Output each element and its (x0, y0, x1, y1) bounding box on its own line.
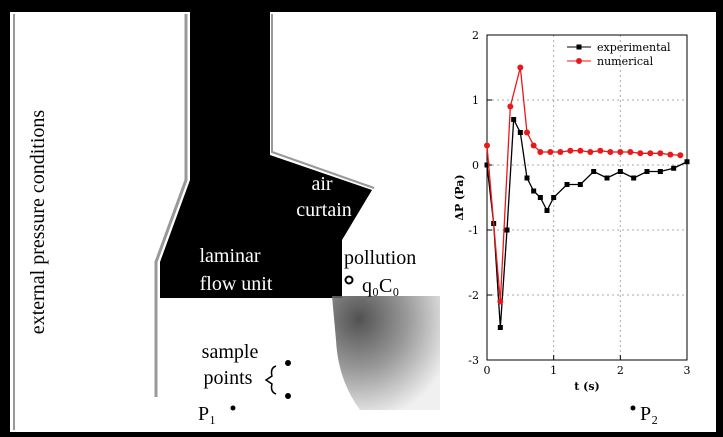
marker (627, 149, 634, 155)
brace (264, 365, 277, 395)
marker (484, 142, 490, 149)
marker (531, 188, 537, 194)
marker (551, 195, 557, 200)
marker (497, 298, 504, 305)
marker (631, 175, 637, 181)
pollution-plume (332, 296, 440, 410)
x-axis-label: t (s) (574, 380, 600, 393)
marker (537, 195, 543, 200)
marker (667, 151, 674, 158)
marker (604, 175, 610, 181)
x-tick-label: 3 (684, 364, 691, 377)
marker (564, 182, 570, 187)
y-tick-label: 2 (472, 29, 479, 42)
label: laminar (199, 245, 260, 267)
marker (607, 149, 614, 155)
wall (271, 14, 375, 189)
marker (544, 208, 550, 213)
marker (577, 147, 584, 154)
marker (507, 103, 514, 110)
y-tick-label: -1 (468, 224, 479, 237)
marker (530, 142, 537, 149)
marker (557, 149, 564, 155)
sample-point (285, 360, 291, 366)
wall (154, 14, 188, 397)
marker (647, 150, 654, 157)
marker (671, 165, 677, 171)
label: sample (202, 341, 259, 363)
y-tick-label: 0 (472, 159, 479, 172)
marker (657, 150, 664, 157)
legend-label: numerical (597, 55, 654, 68)
source-point (344, 275, 354, 285)
label: P₂ (640, 403, 658, 425)
marker (524, 175, 530, 181)
label: q₀C₀ (362, 275, 399, 297)
legend-marker (576, 44, 582, 50)
sample-point (285, 393, 291, 399)
x-tick-label: 0 (484, 364, 491, 377)
y-tick-label: -3 (468, 354, 479, 367)
marker (517, 130, 523, 135)
marker (644, 169, 650, 174)
point-p1 (230, 405, 236, 411)
x-tick-label: 2 (617, 364, 624, 377)
marker (517, 64, 524, 71)
marker (504, 227, 510, 233)
label: curtain (296, 199, 352, 221)
point-p2 (630, 405, 636, 411)
marker (617, 169, 623, 174)
legend-label: experimental (597, 41, 671, 54)
plot-border (486, 34, 688, 361)
marker (547, 149, 554, 155)
label: air (311, 173, 332, 195)
label: points (204, 367, 253, 389)
marker (617, 149, 624, 155)
y-axis-label: ΔP (Pa) (453, 174, 466, 220)
y-tick-label: 1 (472, 94, 479, 107)
label: flow unit (200, 273, 273, 295)
marker (637, 150, 644, 157)
y-tick-label: -2 (468, 289, 479, 302)
marker (684, 159, 690, 165)
label: external pressure conditions (27, 110, 49, 335)
marker (587, 149, 594, 155)
marker (511, 117, 517, 122)
marker (677, 152, 684, 159)
label: P₁ (198, 403, 216, 425)
legend-marker (576, 58, 582, 64)
label: pollution (344, 247, 416, 269)
marker (657, 169, 663, 174)
marker (537, 149, 544, 155)
marker (567, 147, 574, 154)
marker (577, 182, 583, 187)
x-tick-label: 1 (550, 364, 557, 377)
marker (484, 162, 490, 168)
marker (497, 325, 503, 330)
marker (597, 147, 604, 154)
marker (591, 169, 597, 174)
channel (160, 12, 372, 298)
marker (524, 129, 530, 136)
inset-chart: -3 -2 -1 0 1 2 0 1 2 3 t (s) ΔP (Pa) experimentalnum… (453, 29, 691, 393)
plot-area (487, 35, 687, 360)
